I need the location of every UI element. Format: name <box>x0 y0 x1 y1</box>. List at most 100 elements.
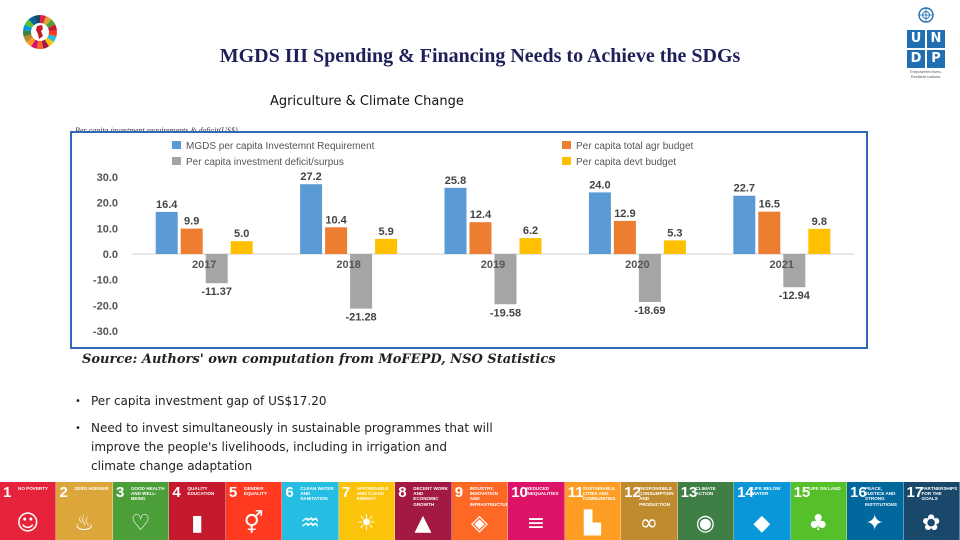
sdg-goal-icon: ◉ <box>695 511 715 536</box>
sdg-tile-17: 17 Partnerships for the goals ✿ <box>903 482 960 540</box>
data-label: -18.69 <box>634 305 665 317</box>
data-label: 12.4 <box>470 209 492 221</box>
sdg-name: Gender equality <box>243 486 268 497</box>
x-category-label: 2017 <box>192 259 216 271</box>
sdg-tile-16: 16 Peace, justice and strong institutions… <box>847 482 904 540</box>
undp-letter-d: D <box>907 50 925 68</box>
legend-swatch <box>562 157 571 165</box>
legend-swatch <box>562 141 571 149</box>
sdg-number: 11 <box>567 484 584 501</box>
sdg-number: 17 <box>906 484 924 501</box>
bar <box>808 228 831 254</box>
sdg-number: 14 <box>737 484 754 501</box>
bullet-marker: • <box>75 423 81 434</box>
bullet-list: • Per capita investment gap of US$17.20 … <box>75 392 495 484</box>
undp-letter-n: N <box>927 30 945 48</box>
sdg-name: Zero hunger <box>74 486 109 491</box>
data-label: 25.8 <box>445 175 466 187</box>
sdg-number: 3 <box>115 484 125 501</box>
sdg-wheel-icon <box>23 15 57 49</box>
sdg-number: 15 <box>793 484 811 501</box>
sdg-name: Reduced inequalities <box>526 486 559 497</box>
sdg-goal-icon: ✿ <box>922 511 941 536</box>
sdg-name: Industry, innovation and infrastructure <box>469 486 509 507</box>
legend-swatch <box>172 141 181 149</box>
bar <box>758 211 781 254</box>
legend-swatch <box>172 157 181 165</box>
sdg-number: 1 <box>3 484 12 501</box>
data-label: 5.3 <box>667 227 682 239</box>
sdg-goal-icon: ♒ <box>300 511 320 536</box>
sdg-goal-icon: ⚥ <box>243 511 264 536</box>
sdg-tile-13: 13 Climate action ◉ <box>677 482 735 540</box>
data-label: 16.5 <box>759 199 780 211</box>
data-label: -19.58 <box>490 307 521 319</box>
y-tick-label: 20.0 <box>97 198 118 210</box>
sdg-number: 2 <box>59 484 68 501</box>
bar <box>638 254 661 302</box>
sdg-goal-icon: ▙ <box>583 511 601 536</box>
data-label: 5.9 <box>378 226 393 238</box>
sdg-tile-8: 8 Decent work and economic growth ▲ <box>395 482 452 540</box>
data-label: 27.2 <box>300 171 321 183</box>
sdg-goal-icon: ♡ <box>130 511 151 536</box>
bar <box>375 238 398 254</box>
sdg-tile-4: 4 Quality education ▮ <box>169 482 226 540</box>
sdg-goal-icon: ♨ <box>74 511 95 536</box>
bar <box>783 254 806 288</box>
sdg-number: 9 <box>454 484 464 501</box>
sdg-tile-12: 12 Responsible consumption and production… <box>621 482 678 540</box>
data-label: 10.4 <box>325 214 347 226</box>
sdg-tile-5: 5 Gender equality ⚥ <box>225 482 283 540</box>
sdg-name: Good health and well-being <box>130 486 165 502</box>
bar <box>519 238 542 254</box>
sdg-number: 12 <box>624 484 641 501</box>
data-label: 16.4 <box>156 199 178 211</box>
bullet-item: • Per capita investment gap of US$17.20 <box>75 392 495 411</box>
sdg-name: Affordable and clean energy <box>356 486 389 502</box>
sdg-name: Life on land <box>808 486 841 491</box>
data-label: 22.7 <box>734 183 755 195</box>
sdg-name: Responsible consumption and production <box>639 486 674 507</box>
undp-tagline: Empowered lives. Resilient nations. <box>910 69 942 79</box>
bullet-text: Need to invest simultaneously in sustain… <box>91 421 493 473</box>
data-label: 12.9 <box>614 208 635 220</box>
sdg-tile-9: 9 Industry, innovation and infrastructure… <box>451 482 509 540</box>
chart-frame: MGDS per capita Investemnt Requirement Pe… <box>70 131 868 349</box>
x-category-label: 2021 <box>770 259 794 271</box>
undp-letter-u: U <box>907 30 925 48</box>
y-tick-label: 30.0 <box>97 172 118 184</box>
sdg-name: Clean water and sanitation <box>300 486 334 502</box>
sdg-number: 5 <box>228 484 238 501</box>
bullet-text: Per capita investment gap of US$17.20 <box>91 394 327 408</box>
sdg-number: 7 <box>341 484 351 501</box>
sdg-tile-7: 7 Affordable and clean energy ☀ <box>338 482 396 540</box>
sdg-tile-6: 6 Clean water and sanitation ♒ <box>282 482 339 540</box>
sdg-tile-11: 11 Sustainable cities and communities ▙ <box>564 482 622 540</box>
bullet-marker: • <box>75 396 81 407</box>
bar <box>588 192 611 254</box>
y-tick-label: -10.0 <box>93 275 118 287</box>
page-title: MGDS III Spending & Financing Needs to A… <box>219 45 741 67</box>
data-label: -21.28 <box>345 312 376 324</box>
legend-label: MGDS per capita Investemnt Requirement <box>186 141 375 152</box>
sdg-goal-icon: ≡ <box>526 511 546 536</box>
sdg-name: Quality education <box>187 486 215 497</box>
bar <box>494 254 517 305</box>
sdg-wheel-logo <box>22 14 58 50</box>
sdg-goals-strip: 1 No poverty ☺ 2 Zero hunger ♨ 3 Good health an… <box>0 482 960 540</box>
sdg-goal-icon: ◆ <box>753 511 771 536</box>
data-label: -11.37 <box>201 286 232 298</box>
sdg-goal-icon: ◈ <box>471 511 488 536</box>
sdg-goal-icon: ∞ <box>639 511 659 536</box>
sdg-tile-1: 1 No poverty ☺ <box>0 482 57 540</box>
sdg-goal-icon: ♣ <box>808 511 829 536</box>
data-label: -12.94 <box>779 290 811 302</box>
data-label: 24.0 <box>589 179 610 191</box>
sdg-number: 4 <box>172 484 181 501</box>
y-tick-label: 10.0 <box>97 223 118 235</box>
data-label: 5.0 <box>234 228 249 240</box>
sdg-tile-15: 15 Life on land ♣ <box>790 482 848 540</box>
y-tick-label: -30.0 <box>93 326 118 338</box>
